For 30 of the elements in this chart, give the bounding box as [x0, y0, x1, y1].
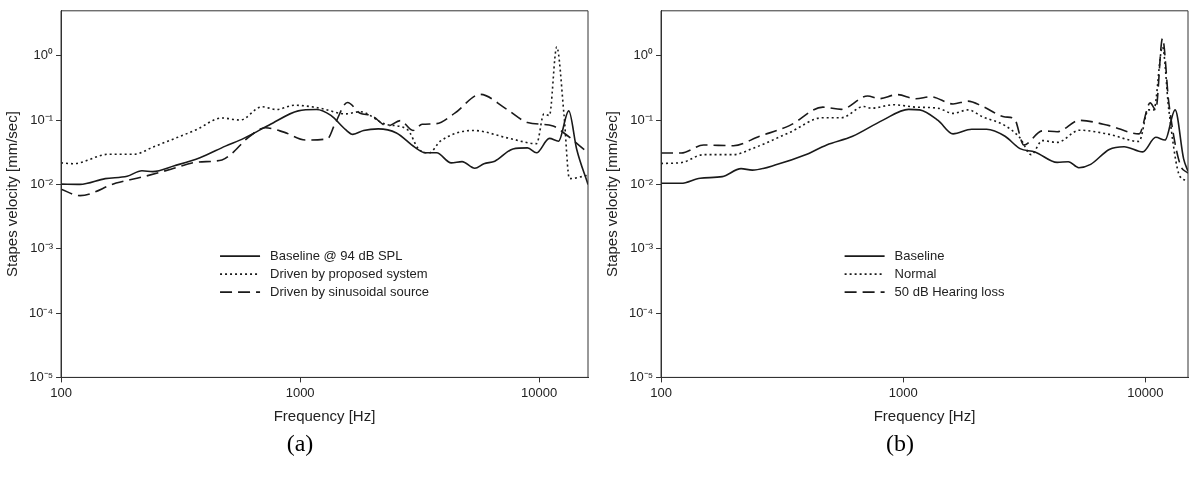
y-tick-label: 10⁻³ [30, 240, 54, 256]
y-tick-label: 10⁰ [633, 47, 654, 63]
y-axis-title: Stapes velocity [mm/sec] [603, 111, 621, 278]
y-tick-label: 10⁻² [30, 176, 54, 191]
legend-label: Normal [894, 265, 937, 281]
legend-label: Driven by proposed system [270, 265, 428, 281]
x-axis-title: Frequency [Hz] [273, 407, 376, 425]
y-tick-label: 10⁰ [33, 47, 54, 63]
y-tick-label: 10⁻¹ [630, 111, 654, 127]
y-tick-label: 10⁻⁵ [629, 368, 654, 384]
x-axis-title: Frequency [Hz] [873, 407, 976, 425]
y-axis-title: Stapes velocity [mm/sec] [3, 111, 21, 278]
legend-label: Baseline @ 94 dB SPL [270, 247, 403, 263]
y-tick-label: 10⁻¹ [30, 111, 54, 127]
text: (b) [885, 430, 915, 457]
y-tick-label: 10⁻⁴ [629, 304, 654, 320]
x-tick-label: 100 [50, 384, 72, 400]
x-tick-label: 1000 [285, 384, 315, 400]
y-tick-label: 10⁻⁴ [29, 304, 54, 320]
legend-label: Baseline [894, 247, 945, 263]
y-tick-label: 10⁻² [630, 176, 654, 191]
x-tick-label: 10000 [1127, 384, 1164, 400]
legend-label: 50 dB Hearing loss [894, 283, 1005, 299]
x-tick-label: 1000 [888, 384, 918, 400]
x-tick-label: 100 [650, 384, 672, 400]
y-tick-label: 10⁻⁵ [29, 368, 54, 384]
x-tick-label: 10000 [521, 384, 558, 400]
y-tick-label: 10⁻³ [630, 240, 654, 256]
legend-label: Driven by sinusoidal source [270, 283, 430, 299]
text: (a) [285, 430, 315, 457]
